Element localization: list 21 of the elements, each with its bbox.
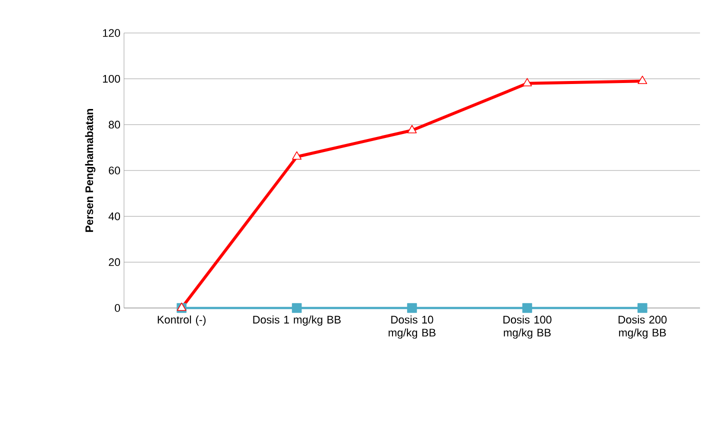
- y-tick-label: 120: [103, 29, 120, 37]
- y-tick-label: 60: [108, 166, 120, 174]
- x-tick-label: Kontrol (-): [158, 316, 206, 326]
- y-tick-label: 0: [114, 304, 120, 312]
- point: [292, 303, 302, 313]
- point: [407, 303, 417, 313]
- y-axis-title: Persen Penghamabatan: [85, 109, 96, 232]
- point: [522, 303, 532, 313]
- x-tick-label: Dosis 1 mg/kg BB: [253, 316, 341, 326]
- y-tick-label: 20: [108, 258, 120, 266]
- point: [292, 151, 302, 160]
- y-tick-label: 80: [108, 120, 120, 129]
- x-tick-label: Dosis 100 mg/kg BB: [503, 316, 552, 339]
- x-tick-label: Dosis 10 mg/kg BB: [388, 316, 436, 339]
- point: [638, 76, 648, 84]
- y-tick-label: 100: [103, 74, 120, 83]
- x-tick-label: Dosis 200 mg/kg BB: [618, 316, 667, 339]
- point: [407, 124, 417, 134]
- y-tick-label: 40: [108, 212, 120, 220]
- point: [638, 303, 648, 313]
- point: [522, 78, 532, 86]
